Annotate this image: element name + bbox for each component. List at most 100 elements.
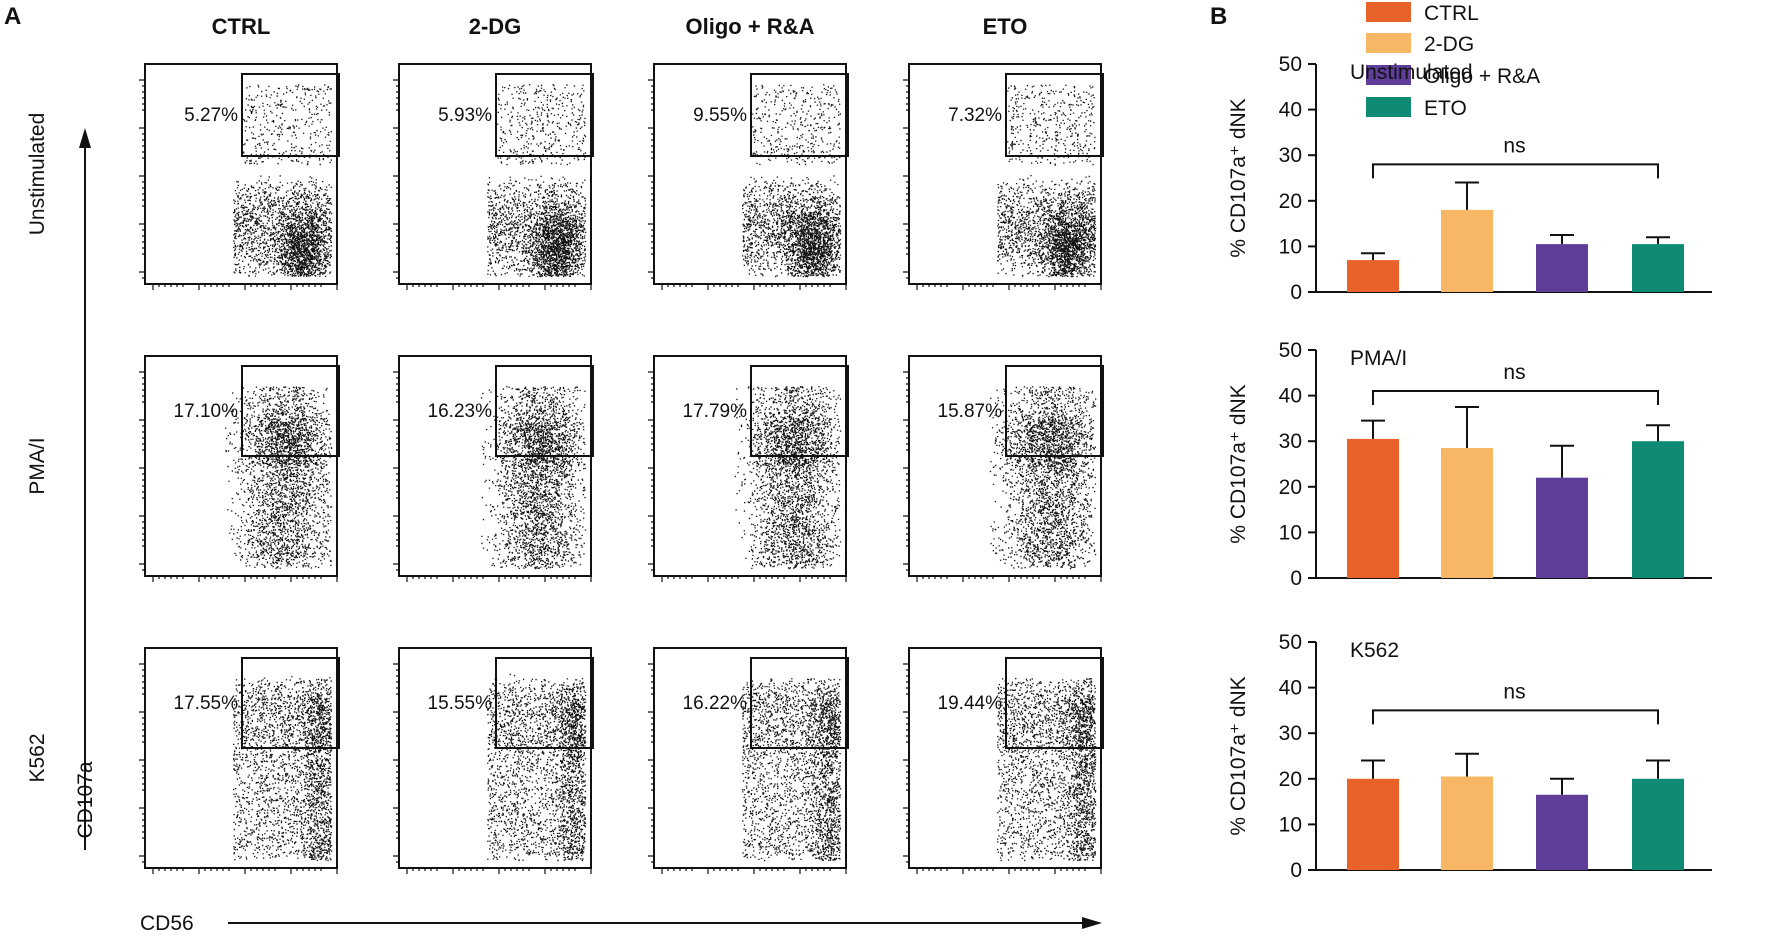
event-dots — [225, 386, 333, 569]
bar-1 — [1441, 776, 1493, 870]
gate-box — [241, 73, 340, 157]
gate-percentage: 17.79% — [683, 401, 748, 422]
gate-box — [495, 73, 594, 157]
panel-b-label: B — [1210, 3, 1227, 30]
legend-swatch-3 — [1366, 97, 1411, 117]
flow-plot-r2-c0: 17.55% — [139, 647, 340, 874]
y-tick-label: 50 — [1279, 53, 1302, 76]
bar-3 — [1632, 778, 1684, 870]
flow-plot-ticks — [393, 371, 592, 582]
y-tick-label: 20 — [1279, 768, 1302, 791]
column-header-3: ETO — [983, 14, 1028, 39]
legend-label-1: 2-DG — [1424, 33, 1474, 56]
y-tick-label: 20 — [1279, 190, 1302, 213]
bar-chart-2: 0 10 20 30 40 50 % CD107a⁺ dNK K562 ns — [1227, 631, 1712, 882]
gate-box — [750, 73, 849, 157]
bar-2 — [1536, 794, 1588, 870]
gate-box — [1005, 73, 1104, 157]
cd56-arrow-head — [1082, 917, 1102, 929]
error-bar-0 — [1361, 252, 1385, 261]
row-label-1: PMA/I — [26, 437, 49, 494]
y-tick-label: 20 — [1279, 476, 1302, 499]
flow-plot-frame — [398, 355, 592, 577]
significance-bracket — [1372, 163, 1659, 179]
flow-plot-ticks — [648, 79, 847, 290]
flow-plot-r0-c2: 9.55% — [648, 63, 849, 290]
error-bar-2 — [1550, 234, 1574, 245]
error-bar-2 — [1550, 444, 1574, 478]
y-tick-label: 40 — [1279, 677, 1302, 700]
y-axis-label: % CD107a⁺ dNK — [1227, 98, 1250, 257]
gate-box — [750, 365, 849, 457]
flow-plot-r0-c0: 5.27% — [139, 63, 340, 290]
y-tick-label: 0 — [1290, 281, 1302, 304]
bar-1 — [1441, 448, 1493, 578]
gate-percentage: 17.55% — [174, 693, 239, 714]
chart-title: PMA/I — [1350, 347, 1407, 370]
y-tick-label: 10 — [1279, 813, 1302, 836]
error-bar-1 — [1455, 752, 1479, 777]
gate-percentage: 9.55% — [693, 105, 747, 126]
column-header-1: 2-DG — [469, 14, 522, 39]
column-header-2: Oligo + R&A — [686, 14, 815, 39]
flow-plot-r2-c3: 19.44% — [903, 647, 1104, 874]
row-label-0: Unstimulated — [26, 113, 49, 236]
gate-percentage: 15.55% — [428, 693, 493, 714]
gate-percentage: 17.10% — [174, 401, 239, 422]
column-headers: CTRL 2-DG Oligo + R&A ETO — [212, 14, 1028, 39]
legend-label-3: ETO — [1424, 97, 1467, 120]
flow-plot-ticks — [139, 79, 338, 290]
y-tick-label: 10 — [1279, 235, 1302, 258]
flow-plot-ticks — [139, 663, 338, 874]
y-tick-label: 30 — [1279, 430, 1302, 453]
flow-plot-ticks — [903, 663, 1102, 874]
y-tick-label: 30 — [1279, 144, 1302, 167]
flow-plot-frame — [144, 63, 338, 285]
event-dots — [233, 84, 333, 278]
y-axis-label: % CD107a⁺ dNK — [1227, 384, 1250, 543]
flow-plot-r0-c1: 5.93% — [393, 63, 594, 290]
y-tick-label: 50 — [1279, 339, 1302, 362]
flow-plot-frame — [653, 63, 847, 285]
flow-plot-ticks — [903, 371, 1102, 582]
significance-label: ns — [1503, 361, 1525, 384]
row-label-2: K562 — [26, 733, 49, 782]
flow-plot-frame — [653, 355, 847, 577]
legend-swatch-1 — [1366, 33, 1411, 53]
flow-plot-r1-c3: 15.87% — [903, 355, 1104, 582]
flow-plot-ticks — [393, 663, 592, 874]
flow-plot-r1-c0: 17.10% — [139, 355, 340, 582]
flow-plot-ticks — [648, 663, 847, 874]
error-bar-0 — [1361, 759, 1385, 779]
bar-charts: 0 10 20 30 40 50 % CD107a⁺ dNK Unstimulated ns 0 1… — [1227, 53, 1712, 882]
bar-3 — [1632, 244, 1684, 292]
cd107a-axis-label: CD107a — [74, 761, 97, 838]
gate-percentage: 16.23% — [428, 401, 493, 422]
flow-plot-ticks — [903, 79, 1102, 290]
event-dots — [734, 386, 842, 570]
event-dots — [233, 676, 333, 862]
event-dots — [997, 677, 1097, 862]
flow-plot-r2-c2: 16.22% — [648, 647, 849, 874]
error-bar-2 — [1550, 777, 1574, 795]
bar-3 — [1632, 441, 1684, 578]
error-bar-3 — [1646, 759, 1670, 779]
event-dots — [480, 386, 587, 570]
legend-swatch-2 — [1366, 65, 1411, 85]
bar-2 — [1536, 244, 1588, 292]
flow-plot-ticks — [648, 371, 847, 582]
flow-plot-r1-c2: 17.79% — [648, 355, 849, 582]
cd107a-arrow-head — [79, 128, 91, 148]
bar-1 — [1441, 209, 1493, 292]
error-bar-3 — [1646, 236, 1670, 245]
event-dots — [742, 84, 842, 278]
y-tick-label: 40 — [1279, 99, 1302, 122]
gate-percentage: 7.32% — [948, 105, 1002, 126]
flow-plot-frame — [908, 647, 1102, 869]
flow-plot-r1-c1: 16.23% — [393, 355, 594, 582]
event-dots — [989, 386, 1097, 570]
error-bar-1 — [1455, 181, 1479, 210]
legend: CTRL 2-DG Oligo + R&A ETO — [1366, 2, 1540, 120]
gate-percentage: 5.93% — [438, 105, 492, 126]
